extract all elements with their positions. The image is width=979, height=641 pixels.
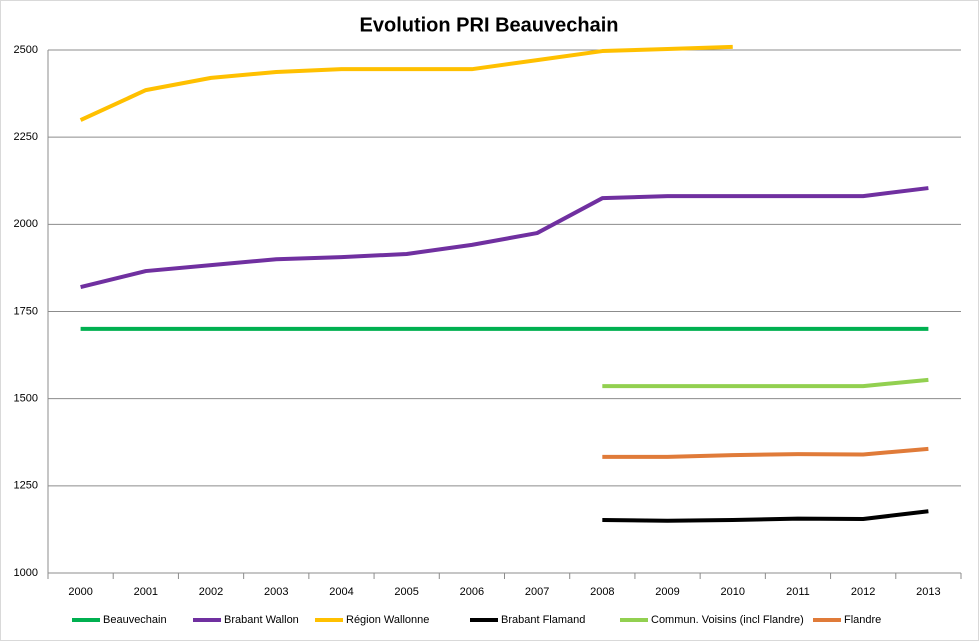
x-tick-label: 2003 <box>264 586 288 598</box>
y-tick-label: 2500 <box>14 44 38 56</box>
x-tick-label: 2011 <box>786 586 810 598</box>
y-tick-label: 2000 <box>14 218 38 230</box>
x-tick-label: 2005 <box>394 586 418 598</box>
y-tick-label: 2250 <box>14 131 38 143</box>
chart-title: Evolution PRI Beauvechain <box>360 14 619 36</box>
y-tick-label: 1500 <box>14 393 38 405</box>
series-line <box>79 44 733 122</box>
x-tick-label: 2002 <box>199 586 223 598</box>
series-line <box>602 509 929 523</box>
x-tick-label: 2013 <box>916 586 940 598</box>
x-tick-label: 2008 <box>590 586 614 598</box>
series-line <box>80 186 929 290</box>
legend-label: Beauvechain <box>103 614 167 626</box>
y-tick-label: 1250 <box>14 480 38 492</box>
x-tick-label: 2009 <box>655 586 679 598</box>
y-tick-label: 1750 <box>14 305 38 317</box>
x-tick-label: 2004 <box>329 586 353 598</box>
x-tick-label: 2000 <box>68 586 92 598</box>
legend-label: Commun. Voisins (incl Flandre) <box>651 614 804 626</box>
series-line <box>602 377 929 389</box>
x-tick-label: 2010 <box>721 586 745 598</box>
legend-label: Brabant Wallon <box>224 614 299 626</box>
x-tick-label: 2007 <box>525 586 549 598</box>
series-line <box>602 446 929 459</box>
legend-label: Région Wallonne <box>346 614 429 626</box>
x-tick-label: 2006 <box>460 586 484 598</box>
x-tick-label: 2012 <box>851 586 875 598</box>
legend-label: Brabant Flamand <box>501 614 585 626</box>
y-tick-label: 1000 <box>14 567 38 579</box>
x-tick-label: 2001 <box>134 586 158 598</box>
legend-label: Flandre <box>844 614 881 626</box>
